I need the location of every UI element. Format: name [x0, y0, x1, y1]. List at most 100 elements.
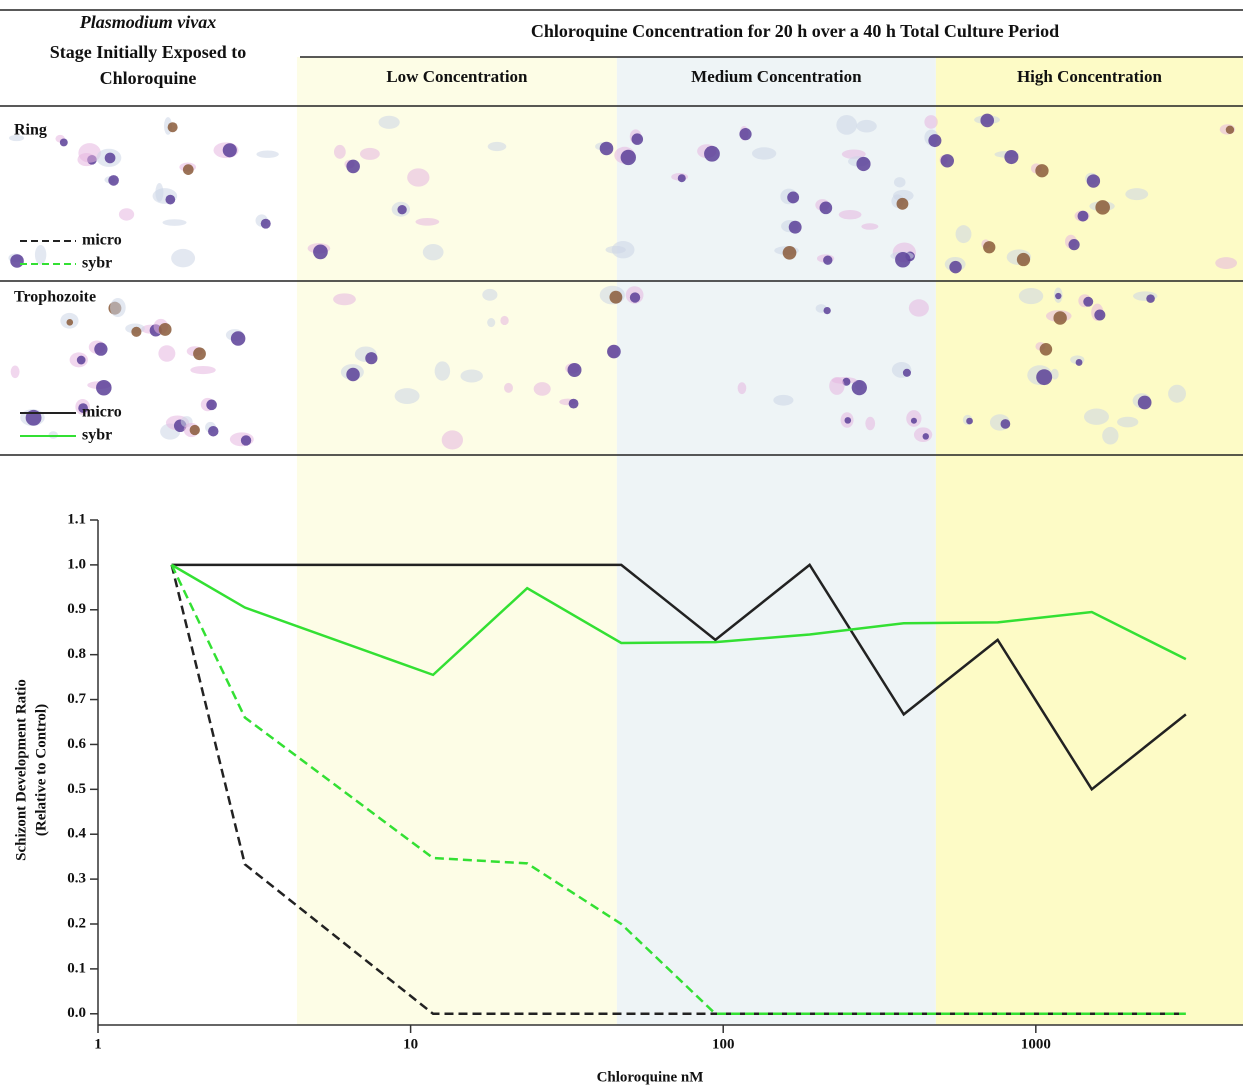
parasite [704, 145, 720, 162]
parasite [856, 156, 871, 172]
legend-label: sybr [82, 427, 112, 444]
stain [415, 217, 440, 226]
stain [256, 150, 279, 158]
parasite [896, 197, 909, 210]
parasite [949, 260, 962, 274]
y-tick-label: 0.6 [67, 736, 86, 752]
stain [78, 143, 101, 163]
stain [773, 394, 794, 406]
stain [1125, 188, 1149, 201]
parasite [193, 347, 206, 361]
stain [487, 141, 507, 152]
parasite [10, 254, 24, 268]
parasite [631, 133, 644, 145]
parasite [1077, 210, 1089, 222]
parasite [1036, 369, 1053, 386]
band [616, 57, 936, 1025]
parasite [1086, 174, 1101, 188]
stain [441, 430, 464, 450]
parasite [260, 218, 271, 229]
parasite [1039, 343, 1053, 356]
parasite [940, 154, 954, 168]
parasite [599, 141, 614, 156]
series-line [170, 564, 1186, 1016]
parasite [76, 355, 86, 365]
parasite [230, 331, 246, 346]
stain [34, 245, 47, 265]
band-label: High Concentration [1017, 67, 1163, 86]
parasite [842, 377, 851, 386]
parasite [739, 128, 752, 141]
x-tick-label: 100 [712, 1036, 735, 1052]
parasite [1146, 294, 1155, 303]
parasite [189, 424, 200, 436]
parasite [823, 306, 831, 315]
y-tick-label: 0.3 [67, 871, 86, 887]
parasite [313, 244, 328, 260]
y-tick-label: 0.7 [67, 691, 86, 707]
stain [378, 115, 400, 129]
parasite [1035, 164, 1049, 178]
stain [1050, 368, 1059, 380]
stain [434, 361, 451, 381]
stain [504, 382, 513, 393]
stain [1168, 384, 1186, 403]
parasite [222, 143, 237, 158]
stain [1215, 257, 1238, 269]
y-tick-label: 0.4 [67, 826, 86, 842]
stain [9, 134, 25, 142]
stain [737, 382, 747, 395]
stain [861, 223, 879, 230]
micrographs [8, 113, 1238, 450]
stain [359, 147, 380, 160]
y-tick-label: 0.9 [67, 601, 86, 617]
y-tick-label: 0.1 [67, 960, 86, 976]
parasite [365, 352, 378, 365]
parasite [895, 252, 911, 268]
stain [158, 345, 176, 362]
stain [908, 299, 929, 317]
series-line [170, 564, 1186, 1016]
parasite [1053, 311, 1067, 325]
stage-title: Stage Initially Exposed to [50, 42, 247, 62]
stain [422, 243, 444, 261]
parasite [609, 290, 623, 304]
parasite [104, 152, 116, 164]
stain [893, 177, 906, 188]
parasite [158, 323, 172, 336]
stain [190, 365, 216, 375]
stain [118, 208, 135, 221]
parasite [983, 241, 996, 254]
parasite [182, 164, 194, 175]
parasite [1016, 252, 1031, 267]
parasite [96, 380, 112, 396]
plot: 0.0 0.1 0.2 0.3 0.4 0.5 0.6 0.7 0.8 0.9 1.0 1.1 1 10 1… [67, 511, 1243, 1052]
parasite [1000, 419, 1011, 429]
band [935, 57, 1243, 1025]
stain [487, 317, 496, 328]
parasite [59, 138, 68, 147]
y-axis-label-line: (Relative to Control) [33, 704, 49, 836]
stain [162, 219, 187, 226]
stain [48, 431, 59, 439]
stain [838, 209, 862, 220]
parasite [66, 319, 74, 326]
parasite [567, 363, 582, 377]
stain [1018, 288, 1044, 305]
parasite [966, 417, 973, 425]
series-line [170, 563, 1187, 677]
parasite [240, 435, 252, 446]
parasite [94, 342, 108, 356]
parasite [620, 149, 636, 166]
stain [605, 245, 626, 254]
y-axis-label-line: Schizont Development Ratio [13, 679, 29, 861]
x-axis-label: Chloroquine nM [597, 1069, 704, 1085]
parasite [782, 245, 797, 260]
parasite [1055, 292, 1062, 300]
parasite [922, 433, 929, 440]
parasite [1094, 309, 1106, 321]
parasite [131, 326, 142, 337]
x-tick-label: 10 [403, 1036, 418, 1052]
parasite [980, 113, 995, 128]
stain [10, 365, 20, 379]
